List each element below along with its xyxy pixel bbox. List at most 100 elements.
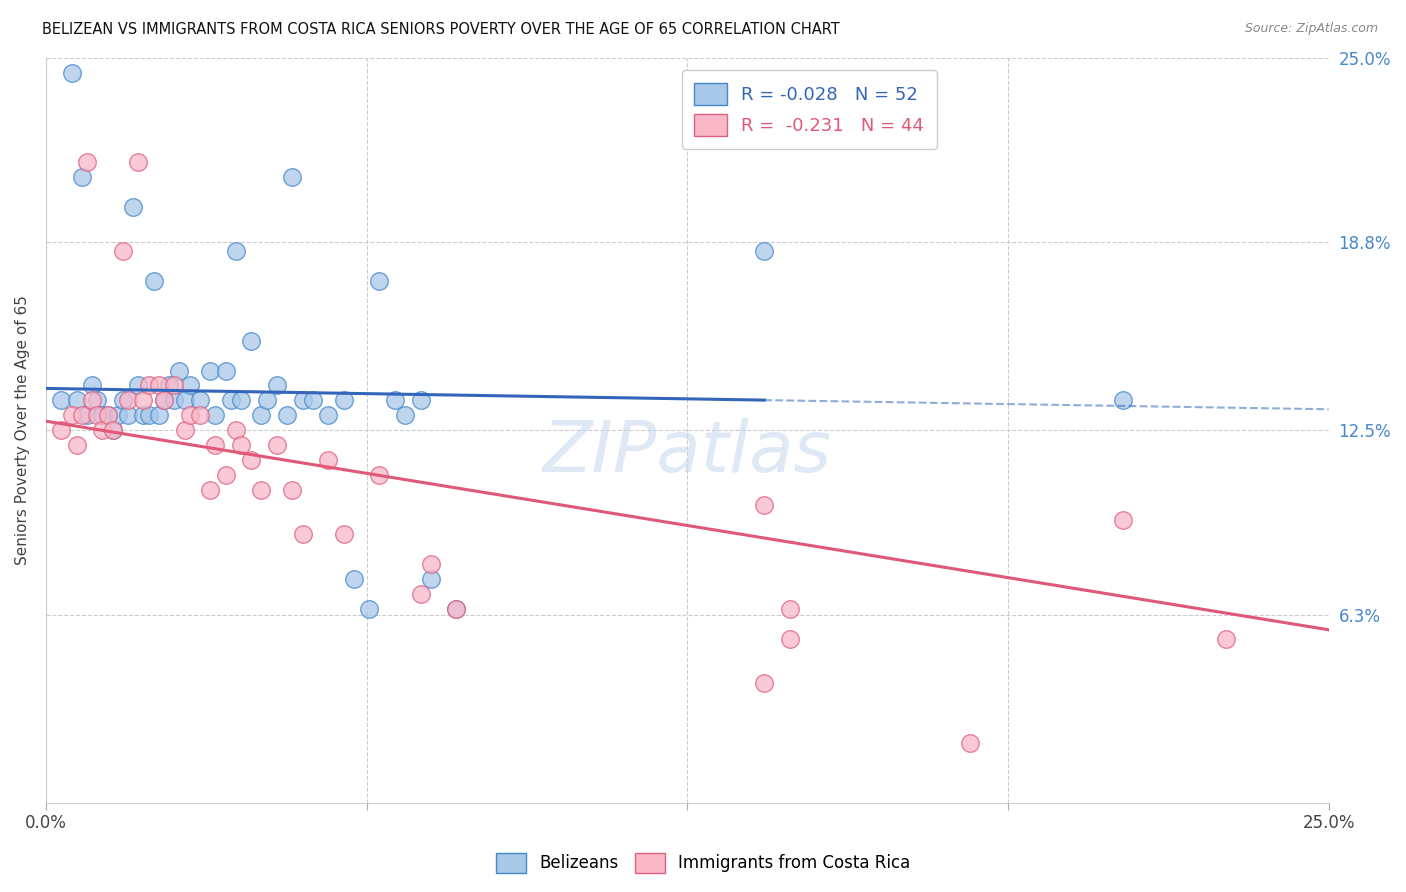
Point [117,409,139,423]
Point [204,409,226,423]
Point [101,423,124,437]
Point [419,572,441,586]
Point [188,393,211,408]
Point [51,393,73,408]
Point [111,393,134,408]
Point [148,378,170,392]
Text: ZIPatlas: ZIPatlas [543,418,832,487]
Point [754,676,776,690]
Point [250,483,273,497]
Text: BELIZEAN VS IMMIGRANTS FROM COSTA RICA SENIORS POVERTY OVER THE AGE OF 65 CORREL: BELIZEAN VS IMMIGRANTS FROM COSTA RICA S… [42,22,839,37]
Point [446,602,468,616]
Point [225,244,247,259]
Point [198,363,221,377]
Point [332,393,354,408]
Point [368,467,391,482]
Point [291,393,314,408]
Point [198,483,221,497]
Text: Source: ZipAtlas.com: Source: ZipAtlas.com [1244,22,1378,36]
Point [51,423,73,437]
Point [132,409,155,423]
Point [332,527,354,541]
Point [959,736,981,750]
Point [409,587,432,601]
Point [214,363,236,377]
Point [173,423,195,437]
Point [111,244,134,259]
Point [394,409,416,423]
Point [66,438,89,452]
Point [157,378,180,392]
Point [754,498,776,512]
Point [173,393,195,408]
Point [409,393,432,408]
Point [76,409,98,423]
Point [96,409,118,423]
Point [86,393,108,408]
Point [153,393,176,408]
Point [91,409,114,423]
Point [368,274,391,288]
Point [240,334,263,348]
Point [163,393,186,408]
Point [1112,512,1135,526]
Point [229,393,252,408]
Point [101,423,124,437]
Y-axis label: Seniors Poverty Over the Age of 65: Seniors Poverty Over the Age of 65 [15,295,30,565]
Point [169,363,191,377]
Point [91,423,114,437]
Point [76,155,98,169]
Point [316,453,339,467]
Point [127,155,149,169]
Point [70,169,93,184]
Point [148,409,170,423]
Point [138,378,160,392]
Point [316,409,339,423]
Point [281,169,304,184]
Point [384,393,406,408]
Point [446,602,468,616]
Point [204,438,226,452]
Point [266,378,288,392]
Point [779,632,801,646]
Point [1112,393,1135,408]
Point [163,378,186,392]
Point [779,602,801,616]
Point [107,409,129,423]
Point [419,558,441,572]
Point [754,244,776,259]
Point [219,393,242,408]
Point [214,467,236,482]
Point [291,527,314,541]
Point [117,393,139,408]
Point [266,438,288,452]
Point [188,409,211,423]
Point [225,423,247,437]
Point [250,409,273,423]
Point [301,393,323,408]
Point [132,393,155,408]
Point [179,378,201,392]
Point [96,409,118,423]
Point [256,393,278,408]
Point [229,438,252,452]
Point [142,274,165,288]
Point [82,378,104,392]
Point [127,378,149,392]
Legend: Belizeans, Immigrants from Costa Rica: Belizeans, Immigrants from Costa Rica [489,847,917,880]
Point [1215,632,1237,646]
Point [60,409,83,423]
Point [86,409,108,423]
Legend: R = -0.028   N = 52, R =  -0.231   N = 44: R = -0.028 N = 52, R = -0.231 N = 44 [682,70,936,149]
Point [138,409,160,423]
Point [343,572,366,586]
Point [240,453,263,467]
Point [60,65,83,79]
Point [153,393,176,408]
Point [66,393,89,408]
Point [70,409,93,423]
Point [82,393,104,408]
Point [179,409,201,423]
Point [122,200,145,214]
Point [359,602,381,616]
